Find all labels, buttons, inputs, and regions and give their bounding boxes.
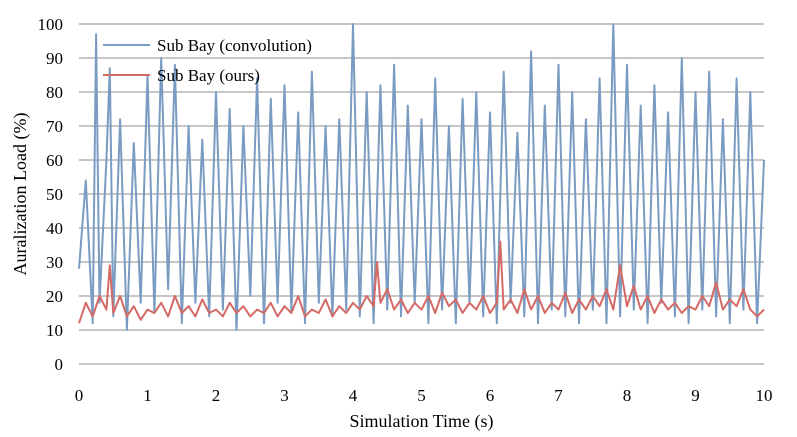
series-layer: [78, 23, 765, 331]
y-tick-label-90: 90: [46, 49, 63, 68]
y-tick-label-60: 60: [46, 151, 63, 170]
x-axis-ticks: 0 1 2 3 4 5 6 7 8 9 10: [75, 386, 773, 405]
x-tick-label-3: 3: [280, 386, 289, 405]
y-tick-label-70: 70: [46, 117, 63, 136]
y-tick-label-100: 100: [38, 15, 64, 34]
legend: Sub Bay (convolution) Sub Bay (ours): [103, 36, 312, 85]
y-axis-title: Auralization Load (%): [10, 113, 31, 276]
x-tick-label-1: 1: [143, 386, 152, 405]
y-tick-label-0: 0: [55, 355, 64, 374]
y-tick-label-30: 30: [46, 253, 63, 272]
y-tick-label-50: 50: [46, 185, 63, 204]
x-tick-label-0: 0: [75, 386, 84, 405]
x-tick-label-5: 5: [417, 386, 426, 405]
y-tick-label-40: 40: [46, 219, 63, 238]
x-tick-label-7: 7: [554, 386, 563, 405]
y-axis-ticks: 0 10 20 30 40 50 60 70 80 90 100: [38, 15, 64, 374]
x-tick-label-8: 8: [623, 386, 632, 405]
y-tick-label-80: 80: [46, 83, 63, 102]
legend-label-convolution: Sub Bay (convolution): [157, 36, 312, 55]
series-line-ours: [78, 240, 765, 324]
legend-label-ours: Sub Bay (ours): [157, 66, 260, 85]
x-axis-title: Simulation Time (s): [349, 411, 493, 432]
x-tick-label-6: 6: [486, 386, 495, 405]
x-tick-label-4: 4: [349, 386, 358, 405]
y-tick-label-20: 20: [46, 287, 63, 306]
x-tick-label-9: 9: [691, 386, 700, 405]
x-tick-label-2: 2: [212, 386, 221, 405]
y-tick-label-10: 10: [46, 321, 63, 340]
x-tick-label-10: 10: [756, 386, 773, 405]
